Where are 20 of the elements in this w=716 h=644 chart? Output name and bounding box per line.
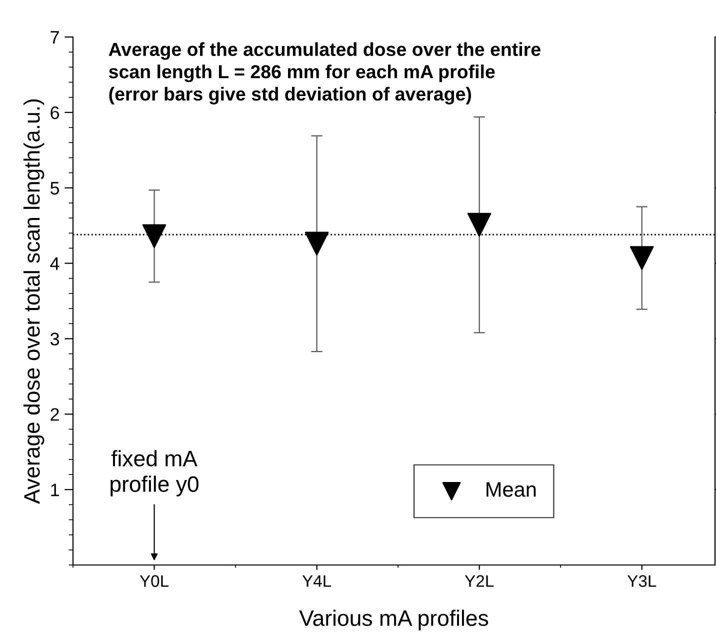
point [467, 212, 492, 237]
y-tick-label: 3 [50, 332, 60, 346]
text: Average of the accumulated dose over the entire scan length L = 286 mm for each mA profile (error bars give std deviation of average) [108, 42, 540, 104]
point [142, 224, 166, 248]
y-tick-label: 1 [51, 484, 59, 496]
y-tick-label: 5 [50, 182, 60, 195]
y-tick-label: 6 [50, 106, 60, 120]
y-axis-title: Average dose over total scan length(a.u.) [23, 99, 44, 504]
legend-label: Mean [486, 482, 536, 497]
x-tick-label: Y0L [140, 575, 169, 587]
point [630, 246, 654, 270]
y-tick-label: 2 [50, 408, 59, 421]
y-tick-label: 7 [50, 31, 59, 44]
x-tick-label: Y4L [302, 575, 332, 587]
x-axis-title: Various mA profiles [299, 610, 488, 630]
annotation: fixed mA profile y0 [110, 450, 198, 496]
point [304, 232, 329, 256]
x-tick-label: Y3L [627, 575, 656, 587]
y-tick-label: 4 [50, 257, 60, 270]
x-tick-label: Y2L [464, 575, 494, 587]
